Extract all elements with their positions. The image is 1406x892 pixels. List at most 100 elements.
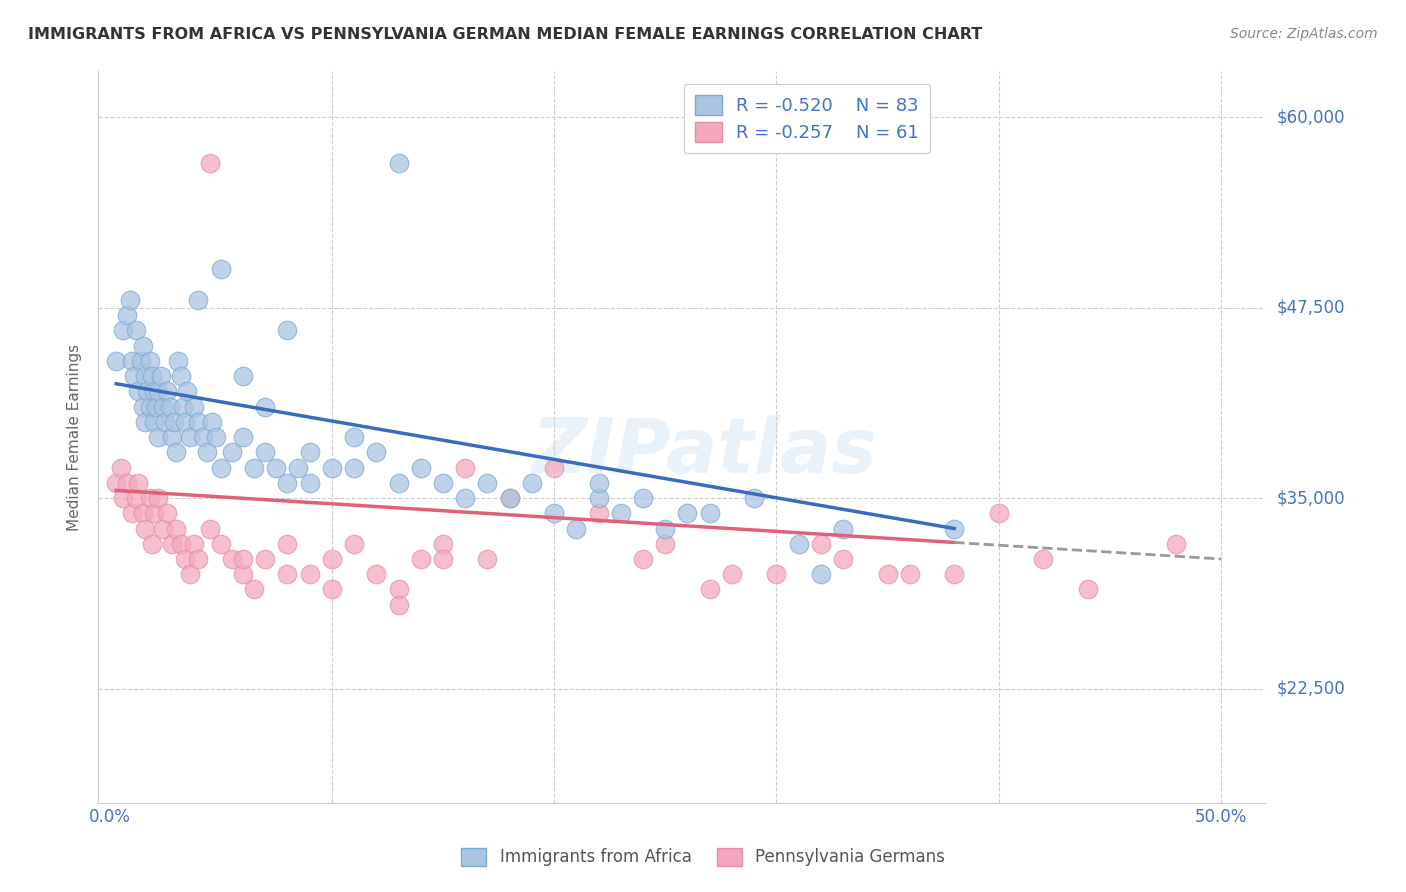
Point bbox=[387, 475, 409, 490]
Point bbox=[243, 582, 266, 597]
Point bbox=[209, 262, 232, 277]
Point bbox=[520, 475, 543, 490]
Point bbox=[165, 521, 187, 535]
Point bbox=[810, 537, 832, 551]
Point bbox=[409, 552, 432, 566]
Point bbox=[221, 552, 243, 566]
Point bbox=[565, 521, 588, 535]
Point bbox=[159, 400, 181, 414]
Point bbox=[366, 445, 388, 459]
Point bbox=[742, 491, 765, 505]
Point bbox=[169, 369, 191, 384]
Point bbox=[117, 308, 139, 322]
Point bbox=[343, 460, 366, 475]
Point bbox=[127, 475, 149, 490]
Point bbox=[163, 415, 186, 429]
Point bbox=[105, 475, 128, 490]
Point bbox=[138, 400, 160, 414]
Point bbox=[387, 598, 409, 612]
Point bbox=[588, 506, 610, 520]
Point bbox=[118, 293, 141, 307]
Point bbox=[136, 384, 159, 399]
Point bbox=[498, 491, 520, 505]
Point bbox=[477, 475, 499, 490]
Point bbox=[588, 491, 610, 505]
Point bbox=[264, 460, 287, 475]
Point bbox=[141, 369, 163, 384]
Point bbox=[195, 445, 218, 459]
Y-axis label: Median Female Earnings: Median Female Earnings bbox=[67, 343, 83, 531]
Point bbox=[254, 552, 277, 566]
Point bbox=[232, 430, 254, 444]
Point bbox=[432, 475, 454, 490]
Point bbox=[129, 354, 152, 368]
Point bbox=[298, 475, 321, 490]
Text: ZIPatlas: ZIPatlas bbox=[533, 415, 879, 489]
Point bbox=[111, 323, 134, 337]
Point bbox=[454, 491, 477, 505]
Point bbox=[610, 506, 633, 520]
Point bbox=[134, 369, 156, 384]
Point bbox=[543, 506, 565, 520]
Point bbox=[243, 460, 266, 475]
Point bbox=[172, 400, 194, 414]
Point bbox=[387, 155, 409, 169]
Point bbox=[110, 460, 132, 475]
Point bbox=[132, 400, 155, 414]
Point bbox=[149, 369, 172, 384]
Point bbox=[477, 552, 499, 566]
Point bbox=[232, 567, 254, 582]
Point bbox=[153, 415, 176, 429]
Point bbox=[631, 552, 654, 566]
Text: $60,000: $60,000 bbox=[1277, 108, 1346, 126]
Point bbox=[654, 537, 676, 551]
Point bbox=[148, 384, 170, 399]
Point bbox=[143, 506, 166, 520]
Point bbox=[179, 567, 201, 582]
Point bbox=[787, 537, 810, 551]
Point bbox=[321, 460, 343, 475]
Point bbox=[1032, 552, 1054, 566]
Point bbox=[125, 491, 148, 505]
Legend: R = -0.520    N = 83, R = -0.257    N = 61: R = -0.520 N = 83, R = -0.257 N = 61 bbox=[683, 84, 929, 153]
Point bbox=[160, 430, 183, 444]
Point bbox=[898, 567, 921, 582]
Point bbox=[343, 537, 366, 551]
Point bbox=[366, 567, 388, 582]
Point bbox=[132, 506, 155, 520]
Point bbox=[276, 567, 298, 582]
Point bbox=[387, 582, 409, 597]
Point bbox=[187, 552, 209, 566]
Point bbox=[498, 491, 520, 505]
Point bbox=[832, 552, 855, 566]
Text: $22,500: $22,500 bbox=[1277, 680, 1346, 698]
Point bbox=[343, 430, 366, 444]
Text: Source: ZipAtlas.com: Source: ZipAtlas.com bbox=[1230, 27, 1378, 41]
Point bbox=[174, 552, 197, 566]
Text: IMMIGRANTS FROM AFRICA VS PENNSYLVANIA GERMAN MEDIAN FEMALE EARNINGS CORRELATION: IMMIGRANTS FROM AFRICA VS PENNSYLVANIA G… bbox=[28, 27, 983, 42]
Legend: Immigrants from Africa, Pennsylvania Germans: Immigrants from Africa, Pennsylvania Ger… bbox=[453, 839, 953, 875]
Point bbox=[127, 384, 149, 399]
Point bbox=[699, 506, 721, 520]
Point bbox=[125, 323, 148, 337]
Point bbox=[321, 582, 343, 597]
Point bbox=[111, 491, 134, 505]
Point bbox=[298, 567, 321, 582]
Point bbox=[165, 445, 187, 459]
Point bbox=[148, 430, 170, 444]
Point bbox=[143, 415, 166, 429]
Point bbox=[409, 460, 432, 475]
Point bbox=[654, 521, 676, 535]
Point bbox=[432, 552, 454, 566]
Point bbox=[145, 400, 167, 414]
Point bbox=[105, 354, 128, 368]
Point bbox=[167, 354, 190, 368]
Point bbox=[543, 460, 565, 475]
Point bbox=[198, 521, 221, 535]
Point bbox=[232, 552, 254, 566]
Point bbox=[187, 293, 209, 307]
Point bbox=[122, 369, 145, 384]
Point bbox=[209, 460, 232, 475]
Point bbox=[205, 430, 228, 444]
Point bbox=[432, 537, 454, 551]
